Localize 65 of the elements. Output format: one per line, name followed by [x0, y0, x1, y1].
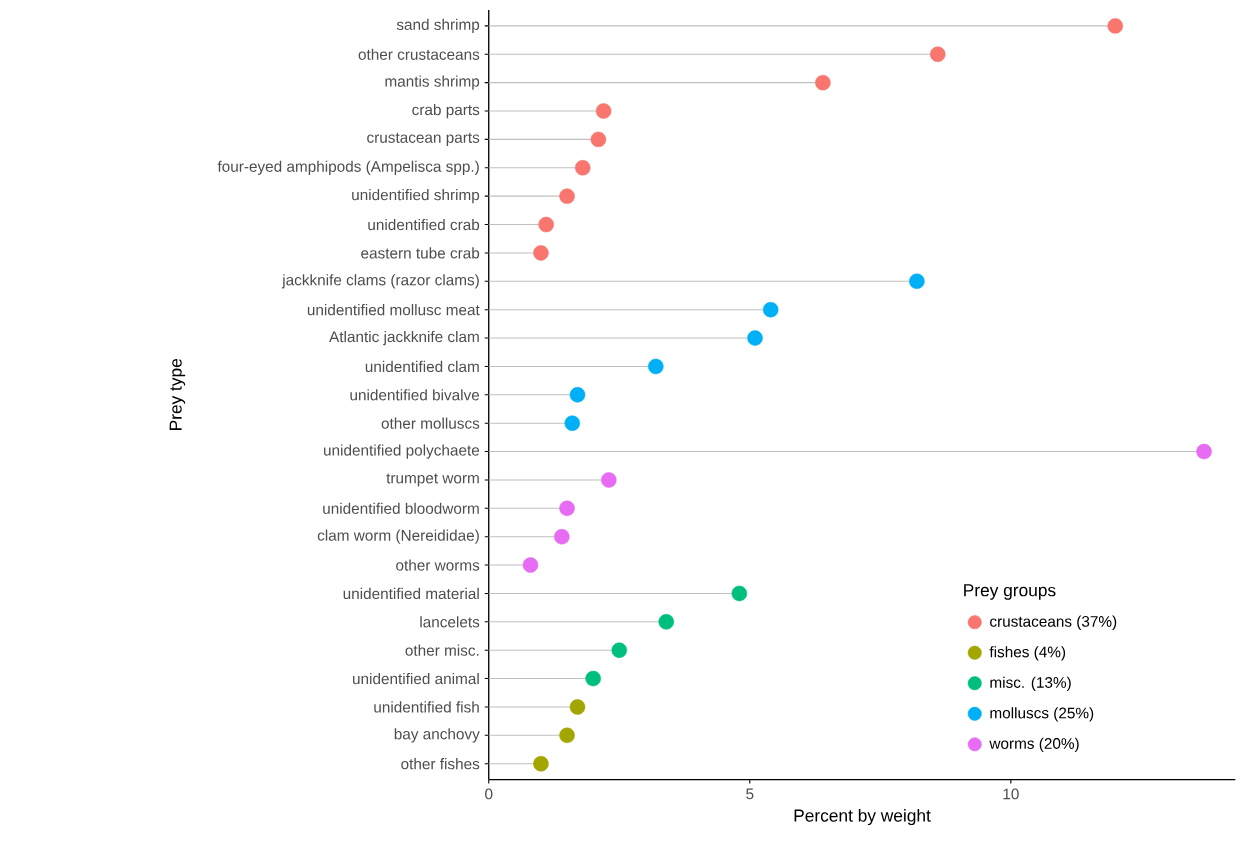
point [522, 557, 539, 574]
y-tick-label: trumpet worm [386, 473, 479, 487]
legend-title: Prey groups [964, 584, 1056, 600]
y-tick-label: eastern tube crab [361, 247, 480, 259]
y-tick-label: crab parts [412, 104, 480, 119]
point [559, 727, 575, 744]
point [1107, 18, 1123, 34]
y-tick-label: jackknife clams (razor clams) [281, 274, 479, 289]
point [762, 302, 779, 318]
y-tick-label: other worms [396, 559, 480, 571]
point [590, 131, 607, 148]
y-tick-label: unidentified crab [368, 219, 480, 231]
point [564, 415, 581, 432]
point [569, 387, 586, 403]
y-tick-label: lancelets [420, 616, 480, 628]
point [554, 529, 570, 545]
legend-label: misc. (13%) [990, 676, 1071, 692]
y-tick-label: crustacean parts [367, 133, 480, 147]
point [648, 358, 664, 375]
point [747, 330, 763, 346]
y-tick-label: other molluscs [381, 417, 480, 430]
legend-label: fishes (4%) [989, 646, 1066, 661]
point [538, 217, 554, 233]
point [559, 188, 575, 205]
point [731, 585, 748, 602]
point [611, 642, 627, 659]
y-tick-label: clam worm (Nereididae) [317, 529, 479, 545]
y-tick-label: unidentified polychaete [324, 444, 480, 459]
point [569, 699, 586, 715]
point [574, 160, 591, 176]
legend-label: molluscs (25%) [990, 707, 1094, 722]
point [585, 671, 601, 687]
point [815, 75, 831, 91]
y-tick-label: unidentified clam [365, 361, 479, 373]
point [909, 273, 925, 290]
legend-label: crustaceans (37%) [990, 615, 1117, 631]
y-tick-label: other fishes [401, 758, 480, 770]
x-tick-label: 10 [1003, 788, 1019, 800]
y-tick-label: unidentified bivalve [350, 389, 480, 401]
y-tick-label: other misc. [405, 644, 479, 657]
y-tick-label: unidentified animal [353, 673, 479, 685]
y-tick-label: unidentified bloodworm [323, 502, 479, 515]
y-tick-label: unidentified fish [374, 701, 479, 713]
y-tick-label: unidentified mollusc meat [307, 304, 480, 316]
y-tick-label: unidentified shrimp [352, 189, 480, 204]
y-tick-label: Atlantic jackknife clam [329, 331, 479, 346]
y-axis-title: Prey type [169, 359, 186, 431]
point [930, 46, 946, 63]
point [533, 245, 549, 261]
y-tick-label: mantis shrimp [385, 75, 480, 91]
x-tick-label: 5 [746, 788, 754, 800]
y-tick-label: sand shrimp [396, 18, 480, 34]
y-tick-label: four-eyed amphipods (Ampelisca spp.) [217, 160, 479, 176]
point [559, 500, 575, 517]
point [658, 614, 674, 630]
point [533, 756, 549, 772]
y-tick-label: bay anchovy [394, 728, 480, 743]
point [601, 472, 617, 488]
y-tick-label: other crustaceans [358, 48, 480, 61]
point [1196, 444, 1212, 460]
x-axis-title: Percent by weight [794, 809, 931, 826]
x-tick-label: 0 [485, 788, 493, 800]
legend-label: worms (20%) [989, 737, 1079, 753]
point [595, 103, 612, 119]
y-tick-label: unidentified material [343, 588, 479, 600]
